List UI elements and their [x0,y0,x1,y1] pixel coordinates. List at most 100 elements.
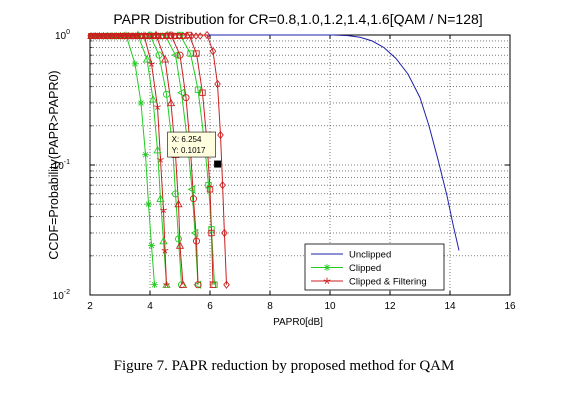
data-point-marker [148,95,158,103]
legend: Unclipped Clipped Clipped & Filtering [304,243,445,291]
data-point-marker [180,32,187,40]
data-point-marker [125,32,132,40]
chart-title: PAPR Distribution for CR=0.8,1.0,1.2,1.4… [113,11,482,27]
data-point-marker [192,237,201,245]
y-tick-label: 10-2 [53,289,70,302]
data-point-marker [172,32,178,40]
data-point-marker [145,200,152,208]
series-line-1 [90,34,460,251]
data-point-marker [208,226,215,233]
data-point-marker [154,103,161,110]
data-point-marker [113,32,120,40]
data-point-marker [188,32,195,40]
data-point-marker [163,32,170,40]
data-point-marker [121,32,128,40]
x-tick-label: 4 [147,301,153,312]
data-point-marker [323,264,331,271]
data-point-marker [148,60,155,67]
data-point-marker [138,32,145,40]
data-point-marker [142,54,152,63]
data-point-marker [177,88,185,97]
datatip-y-text: Y: 0.1017 [172,146,206,155]
grid-lines [90,35,510,295]
data-point-marker [162,90,171,98]
data-point-marker [131,60,139,68]
data-point-marker [199,89,206,96]
figure-caption: Figure 7. PAPR reduction by proposed met… [114,358,455,374]
data-point-marker [223,280,230,289]
legend-label-2: Clipped [349,263,381,274]
data-point-marker [163,281,170,288]
datatip-x-text: X: 6.254 [172,135,202,144]
data-point-marker [190,228,199,238]
data-point-marker [221,228,228,238]
series-line-2 [90,34,155,285]
data-point-marker [176,51,184,59]
y-tick-label: 100 [55,29,70,42]
data-point-marker [157,156,164,163]
data-point-marker [175,241,185,249]
x-axis-label: PAPR0[dB] [273,317,323,328]
data-point-marker [208,229,215,237]
x-tick-label: 14 [444,301,456,312]
series-markers [87,30,230,289]
data-point-marker [151,32,157,40]
data-point-marker [88,32,94,40]
x-tick-label: 10 [324,301,336,312]
data-point-marker [197,32,204,40]
data-point-marker [166,98,176,107]
legend-label-3: Clipped & Filtering [349,277,427,288]
data-point-marker [193,32,199,40]
data-point-marker [148,242,155,249]
data-point-marker [189,195,198,203]
data-point-marker [214,79,221,89]
data-point-marker [156,194,165,202]
x-tick-label: 2 [87,301,93,312]
data-point-marker [159,32,166,40]
data-point-marker [159,236,168,245]
data-point-marker [151,281,158,289]
datatip: X: 6.254 Y: 0.1017 [167,131,222,168]
data-point-marker [171,190,180,198]
data-point-marker [203,30,211,40]
data-point-marker [109,32,115,40]
series-lines [90,34,460,285]
x-tick-label: 16 [504,301,516,312]
data-point-marker [174,199,183,208]
data-point-marker [209,47,217,56]
data-point-marker [117,32,124,40]
data-point-marker [193,50,200,57]
data-point-marker [146,32,153,40]
data-point-marker [194,281,202,289]
data-point-marker [92,32,99,40]
data-point-marker [217,130,224,140]
data-point-marker [205,181,212,189]
data-point-marker [130,32,136,40]
data-point-marker [142,32,149,40]
data-point-marker [160,54,170,63]
data-point-marker [167,32,174,40]
datatip-box [167,131,216,158]
data-point-marker [178,280,188,288]
y-tick-label: 10-1 [53,159,70,172]
data-point-marker [155,51,163,59]
data-point-marker [96,32,103,40]
data-point-marker [134,32,141,40]
data-point-marker [174,235,183,243]
data-point-marker [161,247,169,254]
data-point-marker [153,145,162,154]
series-markers-11 [88,30,230,289]
data-point-marker [142,151,149,159]
x-tick-label: 8 [267,301,273,312]
datatip-marker [214,160,222,168]
data-point-marker [176,32,183,40]
data-point-marker [100,32,107,40]
data-point-marker [171,50,179,60]
data-point-marker [104,32,111,40]
data-point-marker [184,32,191,40]
y-axis-label: CCDF=Probability(PAPR>PAPR0) [47,70,61,259]
data-point-marker [182,94,190,102]
legend-label-1: Unclipped [349,250,391,261]
